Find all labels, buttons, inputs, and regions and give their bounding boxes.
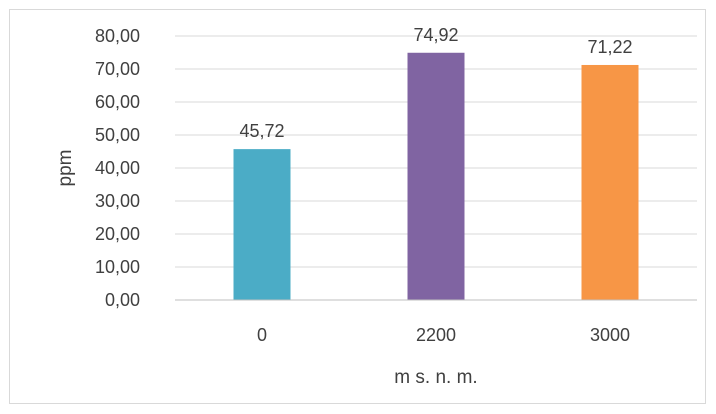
x-tick-label: 2200 (416, 325, 456, 345)
bar (233, 149, 291, 300)
y-tick-label: 80,00 (95, 26, 140, 46)
x-tick-label: 0 (257, 325, 267, 345)
y-tick-label: 70,00 (95, 59, 140, 79)
y-tick-label: 30,00 (95, 191, 140, 211)
y-axis-title: ppm (55, 150, 76, 187)
data-label: 45,72 (239, 121, 284, 141)
x-tick-label: 3000 (590, 325, 630, 345)
bar (407, 52, 465, 300)
data-label: 71,22 (587, 37, 632, 57)
x-axis-title: m s. n. m. (394, 367, 477, 388)
y-tick-label: 50,00 (95, 125, 140, 145)
y-tick-label: 0,00 (105, 290, 140, 310)
bars (233, 52, 639, 300)
x-axis-ticks: 0 2200 3000 (257, 325, 630, 345)
y-tick-label: 10,00 (95, 257, 140, 277)
data-labels: 45,72 74,92 71,22 (239, 25, 632, 141)
y-axis-ticks: 0,00 10,00 20,00 30,00 40,00 50,00 60,00 70,00 8… (95, 26, 140, 310)
data-label: 74,92 (413, 25, 458, 45)
y-tick-label: 20,00 (95, 224, 140, 244)
bar (581, 64, 639, 300)
y-tick-label: 60,00 (95, 92, 140, 112)
y-tick-label: 40,00 (95, 158, 140, 178)
